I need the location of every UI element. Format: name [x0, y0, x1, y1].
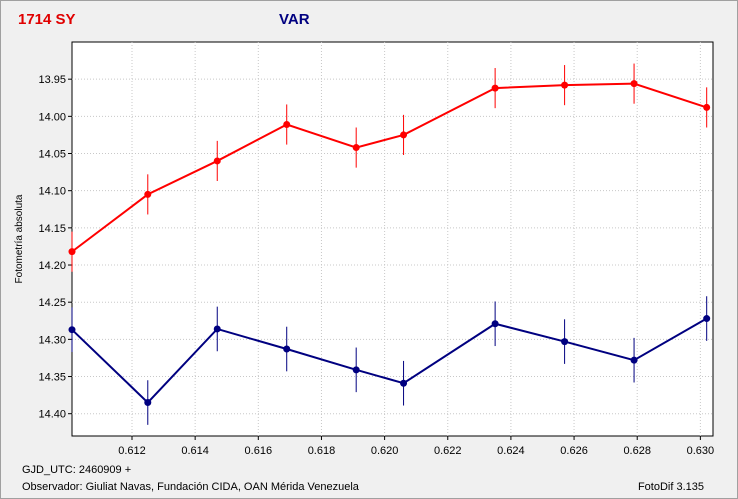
star-name-title: 1714 SY — [18, 11, 76, 28]
data-point — [283, 345, 291, 353]
filter-title: VAR — [279, 11, 310, 28]
data-point — [491, 320, 499, 328]
y-tick-label: 14.15 — [38, 223, 66, 235]
data-point — [68, 248, 76, 256]
data-point — [213, 157, 221, 165]
x-tick-label: 0.626 — [560, 445, 588, 457]
y-tick-label: 14.25 — [38, 297, 66, 309]
y-tick-label: 14.40 — [38, 409, 66, 421]
y-tick-label: 13.95 — [38, 74, 66, 86]
data-point — [703, 315, 711, 323]
x-tick-label: 0.620 — [371, 445, 399, 457]
series-layer — [68, 63, 711, 425]
y-tick-label: 14.30 — [38, 334, 66, 346]
data-point — [352, 144, 360, 152]
software-version: FotoDif 3.135 — [638, 481, 704, 493]
x-tick-label: 0.614 — [181, 445, 209, 457]
series-line — [71, 82, 707, 253]
x-tick-label: 0.618 — [308, 445, 336, 457]
data-point — [144, 399, 152, 407]
y-tick-label: 14.00 — [38, 111, 66, 123]
series-1 — [68, 63, 711, 272]
observer-line: Observador: Giuliat Navas, Fundación CID… — [22, 481, 360, 493]
series-2 — [68, 296, 711, 425]
grid-lines — [72, 42, 713, 436]
x-tick-label: 0.612 — [118, 445, 146, 457]
series-line — [71, 317, 708, 404]
data-point — [561, 338, 569, 346]
data-point — [561, 81, 569, 89]
x-tick-label: 0.628 — [623, 445, 651, 457]
data-point — [400, 131, 408, 139]
data-point — [703, 103, 711, 111]
data-point — [283, 121, 291, 129]
axis-ticks: 0.612 0.614 0.616 0.618 0.620 0.622 0.624 0.626… — [38, 74, 714, 457]
y-tick-label: 14.05 — [38, 149, 66, 161]
y-tick-label: 14.20 — [38, 260, 66, 272]
data-point — [352, 366, 360, 374]
x-tick-label: 0.630 — [687, 445, 715, 457]
y-axis-label: Fotometría absoluta — [14, 194, 25, 283]
data-point — [630, 80, 638, 88]
data-point — [68, 326, 76, 334]
date-line: GJD_UTC: 2460909 + — [22, 464, 131, 476]
x-tick-label: 0.622 — [434, 445, 462, 457]
data-point — [400, 379, 408, 387]
data-point — [144, 190, 152, 198]
y-tick-label: 14.10 — [38, 186, 66, 198]
x-tick-label: 0.624 — [497, 445, 525, 457]
y-tick-label: 14.35 — [38, 372, 66, 384]
x-tick-label: 0.616 — [245, 445, 273, 457]
data-point — [491, 84, 499, 92]
data-point — [213, 325, 221, 333]
data-point — [630, 356, 638, 364]
